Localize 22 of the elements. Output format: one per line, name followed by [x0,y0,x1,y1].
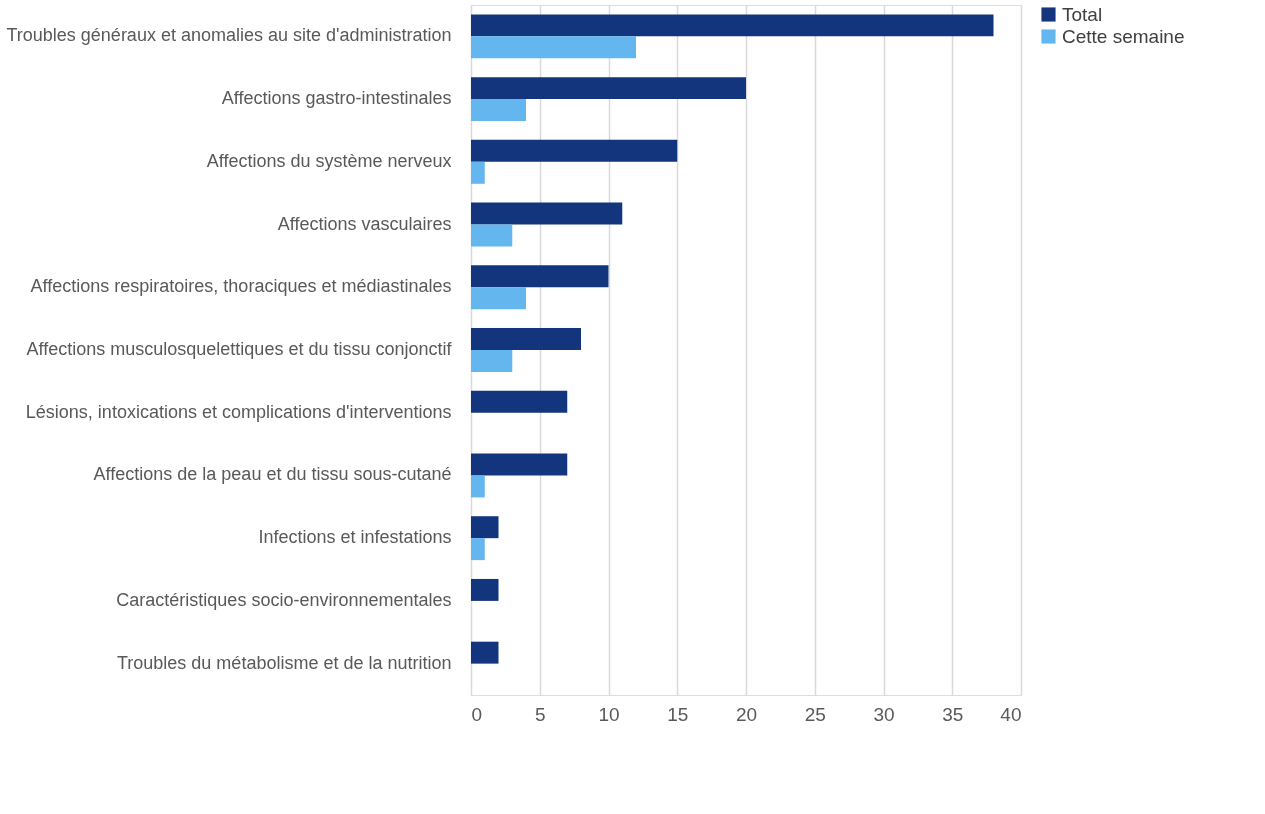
y-tick-label: Affections de la peau et du tissu sous-cutané [93,464,452,485]
x-tick-label: 0 [471,703,483,725]
y-tick-label: Infections et infestations [258,527,452,548]
legend-label: Cette semaine [1062,25,1185,47]
y-tick-label: Affections gastro-intestinales [221,88,452,109]
x-tick-label: 35 [942,703,964,725]
y-tick-label: Affections du système nerveux [206,150,452,171]
x-tick-label: 15 [667,703,689,725]
y-tick-label: Troubles généraux et anomalies au site d'administration [6,25,452,46]
y-tick-label: Lésions, intoxications et complications d'interventions [25,401,452,422]
x-tick-label: 30 [873,703,895,725]
y-tick-label: Troubles du métabolisme et de la nutrition [116,652,452,673]
x-tick-label: 25 [804,703,826,725]
y-tick-label: Caractéristiques socio-environnementales [116,589,452,610]
y-tick-label: Affections musculosquelettiques et du tissu conjonctif [26,339,453,359]
y-tick-label: Affections vasculaires [277,213,452,234]
legend-label: Total [1062,3,1103,25]
x-tick-label: 5 [534,703,546,725]
y-tick-label: Affections respiratoires, thoraciques et médiastinales [30,276,452,297]
x-tick-label: 40 [1000,703,1022,725]
x-tick-label: 20 [735,703,758,725]
x-tick-label: 10 [598,703,620,725]
